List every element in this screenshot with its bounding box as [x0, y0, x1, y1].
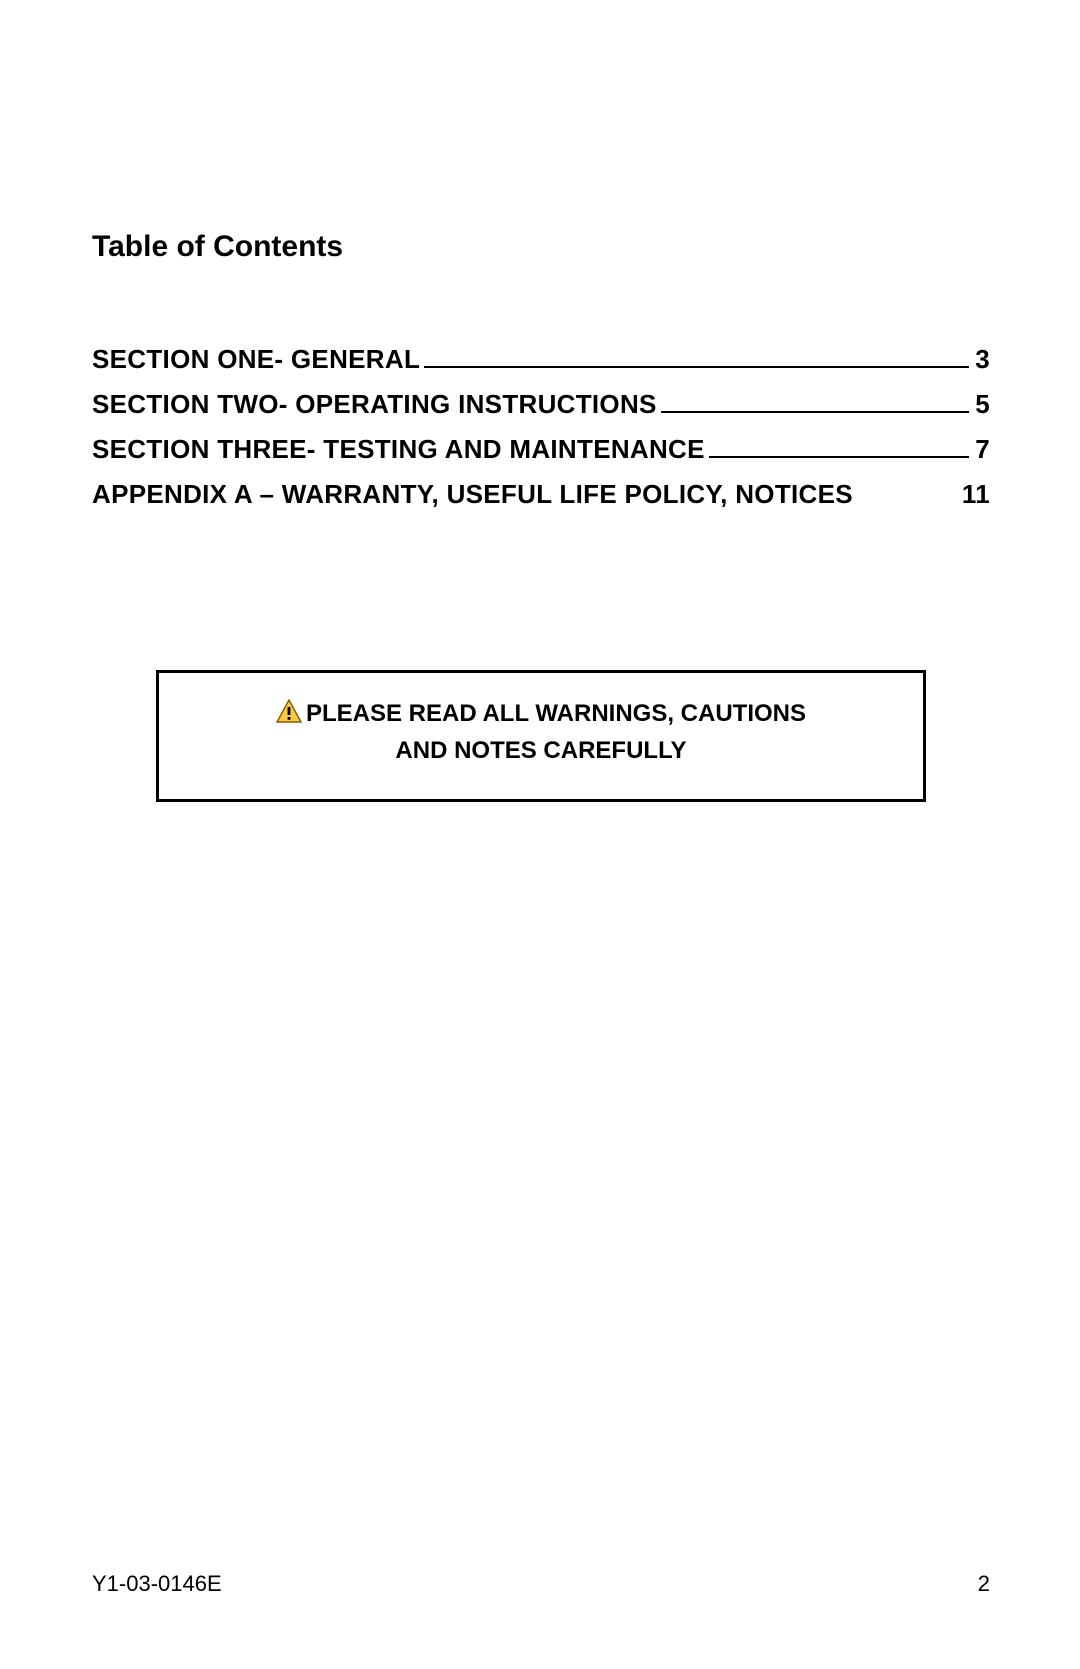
exclamation-bar [288, 707, 291, 715]
toc-row: SECTION ONE- GENERAL 3 [92, 344, 990, 375]
toc-heading: Table of Contents [92, 230, 990, 264]
footer-page-number: 2 [978, 1571, 990, 1597]
toc-row: SECTION TWO- OPERATING INSTRUCTIONS 5 [92, 389, 990, 420]
warning-box: PLEASE READ ALL WARNINGS, CAUTIONS AND N… [156, 670, 926, 802]
page-footer: Y1-03-0146E 2 [92, 1571, 990, 1597]
toc-title: SECTION THREE- TESTING AND MAINTENANCE [92, 434, 705, 465]
toc-title: SECTION TWO- OPERATING INSTRUCTIONS [92, 389, 657, 420]
toc-leader [709, 456, 969, 458]
toc-page-number: 11 [962, 479, 990, 510]
toc-page-number: 3 [975, 344, 990, 375]
warning-line1: PLEASE READ ALL WARNINGS, CAUTIONS [306, 700, 806, 727]
footer-doc-id: Y1-03-0146E [92, 1571, 222, 1597]
toc-page-number: 7 [975, 434, 990, 465]
toc-title: APPENDIX A – WARRANTY, USEFUL LIFE POLIC… [92, 479, 853, 510]
toc-leader [424, 366, 969, 368]
toc-list: SECTION ONE- GENERAL 3 SECTION TWO- OPER… [92, 344, 990, 510]
toc-row: APPENDIX A – WARRANTY, USEFUL LIFE POLIC… [92, 479, 990, 510]
document-page: Table of Contents SECTION ONE- GENERAL 3… [0, 0, 1080, 1669]
warning-icon [276, 699, 302, 734]
warning-line2: AND NOTES CAREFULLY [395, 737, 686, 764]
toc-title: SECTION ONE- GENERAL [92, 344, 420, 375]
toc-leader [661, 411, 970, 413]
exclamation-dot [288, 717, 291, 720]
warning-text: PLEASE READ ALL WARNINGS, CAUTIONS AND N… [276, 697, 806, 769]
toc-page-number: 5 [975, 389, 990, 420]
toc-row: SECTION THREE- TESTING AND MAINTENANCE 7 [92, 434, 990, 465]
